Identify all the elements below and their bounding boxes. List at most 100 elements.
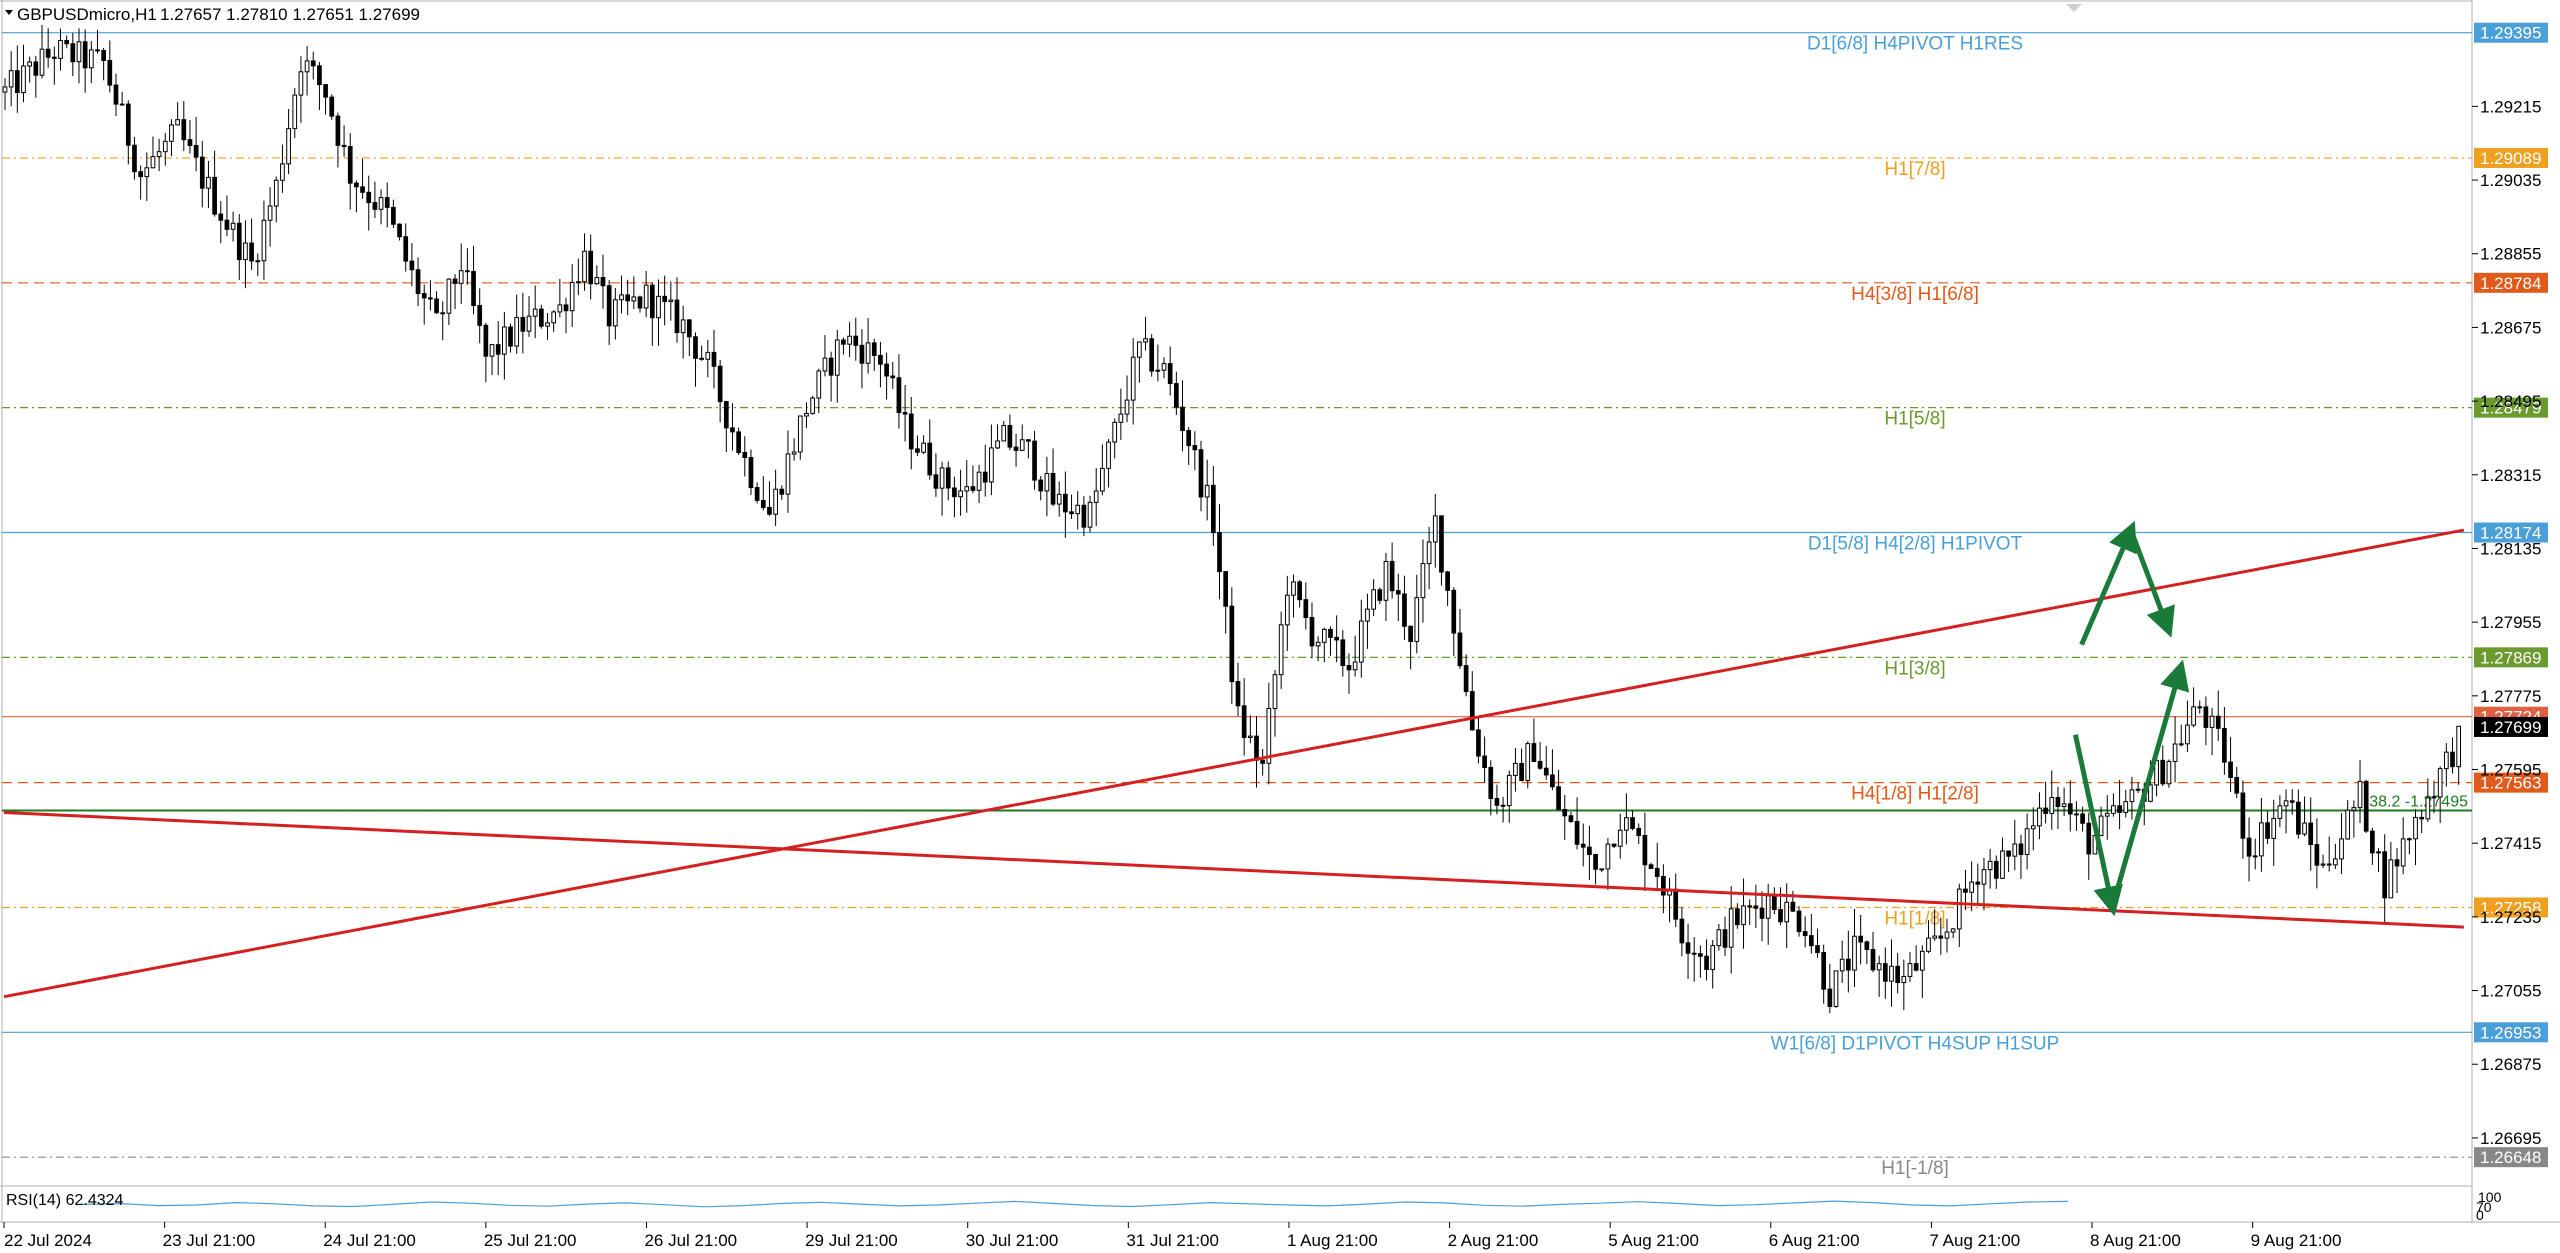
ohlc-label: 1.27657 1.27810 1.27651 1.27699 — [160, 5, 420, 24]
candle-body — [236, 222, 242, 261]
candle-body — [1482, 755, 1487, 768]
candle-body — [1093, 490, 1099, 503]
candle-body — [2086, 822, 2092, 855]
candle-body — [1741, 905, 1746, 926]
candle-body — [649, 284, 655, 319]
candle-body — [2345, 809, 2351, 840]
candle-body — [742, 452, 748, 458]
candle-body — [199, 156, 205, 189]
symbol-label: GBPUSDmicro,H1 — [17, 5, 157, 24]
candle-body — [2000, 850, 2005, 879]
rsi-line — [79, 1200, 2069, 1208]
candle-body — [1451, 589, 1457, 634]
candle-body — [1759, 907, 1765, 919]
candle-body — [1950, 928, 1956, 933]
candle-body — [489, 344, 495, 357]
candle-body — [637, 296, 643, 309]
candle-body — [2376, 851, 2381, 854]
candle-body — [2407, 838, 2412, 841]
forecast-arrows — [2072, 520, 2190, 917]
candle-body — [1180, 406, 1185, 432]
candle-body — [292, 94, 298, 130]
x-tick-label: 30 Jul 21:00 — [966, 1231, 1059, 1250]
candle-body — [452, 278, 458, 284]
price-tag-label: 1.26953 — [2480, 1023, 2541, 1042]
candle-body — [2456, 725, 2462, 768]
candle-body — [1365, 608, 1370, 622]
candle-body — [514, 316, 520, 347]
forecast-arrow-down-then-up-segment — [2072, 734, 2123, 917]
candle-body — [643, 284, 649, 309]
candle-body — [2450, 751, 2455, 768]
candle-body — [2326, 863, 2332, 866]
candle-body — [600, 276, 606, 287]
candle-body — [1845, 958, 1851, 971]
candle-body — [2363, 780, 2369, 832]
price-tag-label: 1.27258 — [2480, 898, 2541, 917]
candle-body — [169, 124, 174, 142]
candle-body — [1839, 958, 1845, 972]
price-tag-label: 1.29395 — [2480, 24, 2541, 43]
candle-body — [51, 56, 57, 59]
x-tick-label: 1 Aug 21:00 — [1287, 1231, 1378, 1250]
candle-body — [1562, 808, 1568, 817]
price-tag-label: 1.28784 — [2480, 274, 2541, 293]
candle-body — [2, 86, 8, 93]
candle-body — [1457, 632, 1463, 667]
price-axis-tags: 1.29395 1.29089 1.28784 1.28479 1.28174 1.278… — [2474, 22, 2548, 1168]
candle-body — [1691, 952, 1697, 955]
y-tick-label: 1.28675 — [2480, 318, 2541, 337]
candle-body — [1778, 909, 1783, 923]
candle-body — [2067, 803, 2073, 815]
candle-body — [884, 363, 889, 377]
candle-body — [1155, 369, 1161, 372]
candle-body — [767, 506, 772, 515]
candle-body — [2185, 724, 2190, 745]
rising-trendline — [3, 528, 2465, 999]
candle-body — [693, 336, 698, 359]
x-tick-label: 26 Jul 21:00 — [644, 1231, 737, 1250]
candle-body — [1488, 766, 1494, 800]
x-tick-label: 25 Jul 21:00 — [484, 1231, 577, 1250]
candle-body — [495, 344, 501, 355]
candle-body — [1063, 493, 1068, 513]
candle-body — [730, 427, 735, 433]
candle-body — [2037, 807, 2042, 827]
candle-body — [871, 342, 877, 356]
candle-body — [125, 103, 131, 146]
candle-body — [2400, 838, 2406, 867]
candle-body — [841, 339, 846, 345]
candle-body — [1106, 441, 1111, 469]
x-tick-label: 7 Aug 21:00 — [1929, 1231, 2020, 1250]
candle-body — [1149, 338, 1155, 372]
menu-triangle-icon[interactable] — [5, 10, 13, 15]
candle-body — [1907, 963, 1913, 977]
candle-body — [927, 442, 933, 476]
price-tag — [2474, 272, 2548, 293]
candle-body — [415, 269, 421, 295]
level-label: W1[6/8] D1PIVOT H4SUP H1SUP — [1771, 1033, 2060, 1054]
level-label: H4[3/8] H1[6/8] — [1851, 284, 1979, 305]
y-tick-label: 1.29035 — [2480, 171, 2541, 190]
candle-body — [2419, 816, 2425, 820]
candle-body — [699, 357, 704, 360]
candle-body — [1389, 560, 1395, 592]
candle-body — [175, 119, 180, 126]
candle-body — [760, 499, 766, 508]
candle-body — [323, 84, 328, 98]
price-tag — [2474, 647, 2548, 668]
candle-body — [347, 146, 353, 184]
candle-body — [2277, 805, 2283, 819]
candle-body — [631, 296, 637, 302]
candle-body — [2018, 843, 2024, 855]
candle-body — [526, 315, 532, 332]
x-tick-label: 9 Aug 21:00 — [2251, 1231, 2342, 1250]
candle-body — [1100, 467, 1105, 492]
candle-body — [754, 487, 760, 501]
candle-body — [1704, 955, 1709, 970]
candle-body — [2413, 816, 2418, 840]
candle-body — [1630, 817, 1635, 829]
candle-body — [1358, 620, 1364, 663]
candle-body — [1291, 581, 1296, 596]
